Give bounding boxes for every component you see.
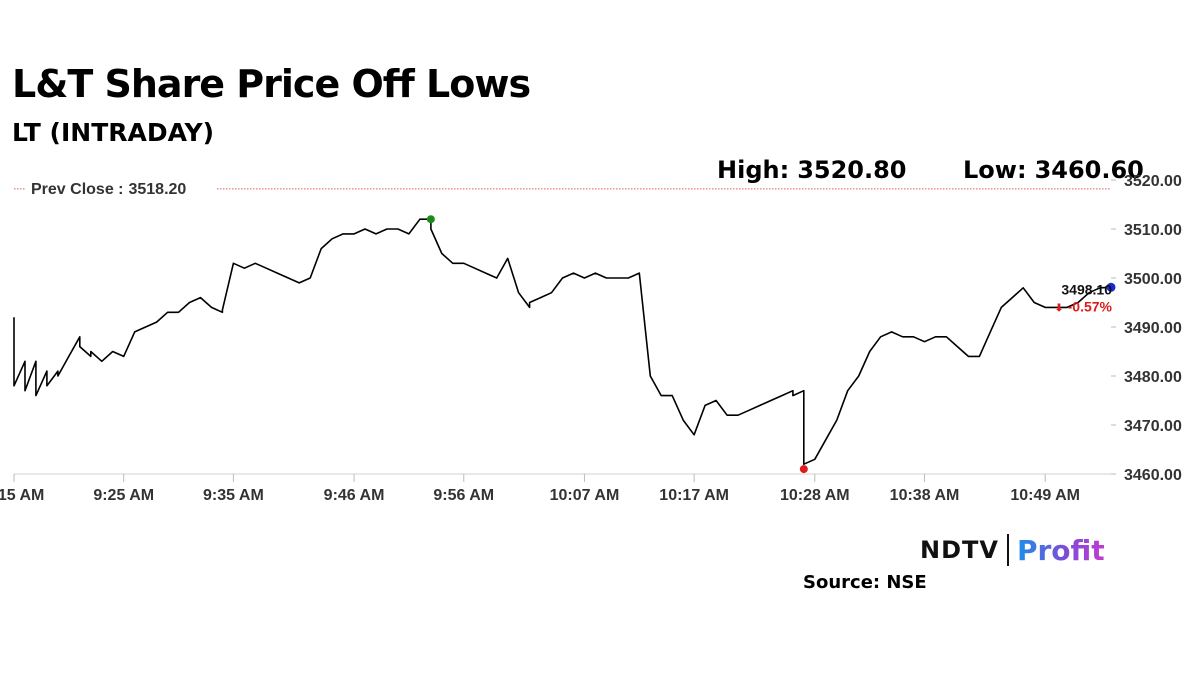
low-value: 3460.60	[1034, 156, 1144, 184]
x-tick-label: 10:28 AM	[780, 487, 850, 504]
low-stat: Low: 3460.60	[963, 156, 1144, 184]
source-note: Source: NSE	[803, 572, 927, 593]
x-tick-label: 9:35 AM	[203, 487, 264, 504]
low-label: Low:	[963, 156, 1027, 184]
high-marker	[426, 215, 435, 224]
last-price-label: 3498.10	[1061, 281, 1112, 297]
x-tick-label: 10:17 AM	[659, 487, 729, 504]
x-tick-label: 10:38 AM	[890, 487, 960, 504]
x-tick-label: 9:56 AM	[433, 487, 494, 504]
down-arrow-icon: ⬇	[1054, 301, 1063, 314]
y-tick-label: 3490.00	[1124, 320, 1182, 337]
high-value: 3520.80	[797, 156, 907, 184]
high-label: High:	[717, 156, 790, 184]
low-marker	[799, 465, 808, 474]
prev-close-value: 3518.20	[128, 181, 186, 198]
ndtv-profit-logo: NDTV Profit	[920, 532, 1105, 568]
brand-profit-text: Profit	[1016, 533, 1105, 567]
y-tick-label: 3480.00	[1124, 369, 1182, 386]
chart-subtitle: LT (INTRADAY)	[12, 118, 215, 147]
high-stat: High: 3520.80	[717, 156, 907, 184]
prev-close-label: Prev Close : 3518.20	[31, 181, 186, 198]
x-tick-label: 9:46 AM	[324, 487, 385, 504]
price-line	[13, 218, 1112, 465]
brand-separator	[1006, 534, 1009, 566]
y-tick-label: 3500.00	[1124, 271, 1182, 288]
y-tick-label: 3510.00	[1124, 222, 1182, 239]
brand-ndtv-text: NDTV	[920, 536, 999, 564]
change-percent-value: -0.57%	[1068, 298, 1113, 314]
x-tick-label: 9:25 AM	[93, 487, 154, 504]
chart-title: L&T Share Price Off Lows	[12, 62, 531, 106]
last-price-marker	[1106, 282, 1116, 292]
y-tick-label: 3520.00	[1124, 173, 1182, 190]
y-tick-label: 3470.00	[1124, 418, 1182, 435]
change-percent-label: ⬇ -0.57%	[1054, 298, 1112, 314]
x-tick-label: 9:15 AM	[0, 487, 44, 504]
x-tick-label: 10:07 AM	[550, 487, 620, 504]
x-tick-label: 10:49 AM	[1010, 487, 1080, 504]
prev-close-label-text: Prev Close :	[31, 181, 123, 198]
y-tick-label: 3460.00	[1124, 467, 1182, 484]
